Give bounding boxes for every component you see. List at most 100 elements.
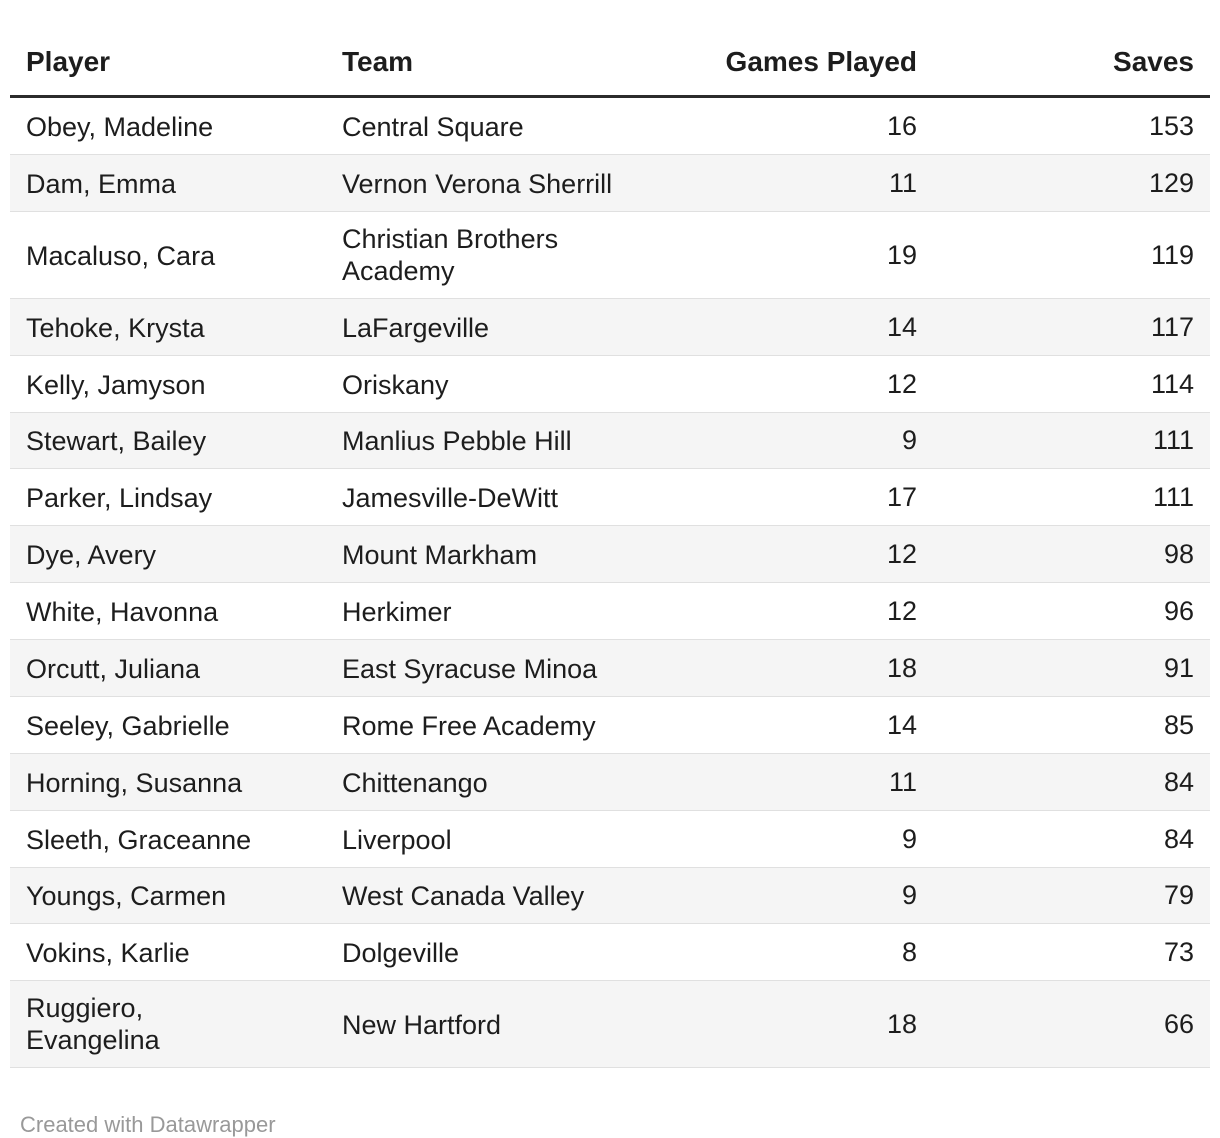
team-cell: Central Square <box>326 96 690 155</box>
team-cell: Herkimer <box>326 582 690 640</box>
player-cell-text: Dye, Avery <box>26 540 157 571</box>
team-cell: New Hartford <box>326 980 690 1069</box>
player-cell-text: Sleeth, Graceanne <box>26 824 252 855</box>
saves-cell: 98 <box>933 525 1210 584</box>
player-cell-text: Youngs, Carmen <box>26 881 227 912</box>
team-cell: Christian Brothers Academy <box>326 211 690 299</box>
team-cell: East Syracuse Minoa <box>326 639 690 697</box>
player-cell: White, Havonna <box>10 582 326 640</box>
table-row: Obey, Madeline Central Square 16 153 <box>10 96 1210 155</box>
games-played-cell: 12 <box>690 582 933 640</box>
player-cell: Tehoke, Krysta <box>10 298 326 356</box>
player-cell: Dye, Avery <box>10 525 326 584</box>
team-cell-text: Rome Free Academy <box>342 710 596 741</box>
saves-cell: 129 <box>933 154 1210 212</box>
player-cell-text: Dam, Emma <box>26 168 177 199</box>
saves-cell: 111 <box>933 412 1210 470</box>
team-cell-text: Dolgeville <box>342 938 460 969</box>
saves-cell: 119 <box>933 211 1210 299</box>
table-row: Youngs, Carmen West Canada Valley 9 79 <box>10 867 1210 925</box>
player-cell-text: Seeley, Gabrielle <box>26 710 230 741</box>
table-body: Obey, Madeline Central Square 16 153 Dam, Em… <box>10 96 1210 1069</box>
player-cell-text: Obey, Madeline <box>26 111 214 142</box>
player-cell-text: Orcutt, Juliana <box>26 653 201 684</box>
player-cell: Macaluso, Cara <box>10 211 326 299</box>
team-cell: Vernon Verona Sherrill <box>326 154 690 212</box>
saves-cell: 79 <box>933 867 1210 925</box>
team-cell: Oriskany <box>326 355 690 413</box>
games-played-cell: 11 <box>690 753 933 811</box>
saves-cell: 85 <box>933 696 1210 754</box>
saves-cell: 84 <box>933 810 1210 868</box>
table-row: Stewart, Bailey Manlius Pebble Hill 9 111 <box>10 412 1210 470</box>
team-cell: Jamesville-DeWitt <box>326 468 690 527</box>
table-row: Dye, Avery Mount Markham 12 98 <box>10 525 1210 584</box>
team-cell-text: Oriskany <box>342 369 449 400</box>
datawrapper-attribution-link[interactable]: Created with Datawrapper <box>20 1112 276 1138</box>
saves-cell: 153 <box>933 96 1210 155</box>
player-cell: Kelly, Jamyson <box>10 355 326 413</box>
games-played-cell: 9 <box>690 412 933 470</box>
team-cell-text: New Hartford <box>342 1010 502 1041</box>
games-played-cell: 14 <box>690 298 933 356</box>
saves-cell: 96 <box>933 582 1210 640</box>
table-row: Horning, Susanna Chittenango 11 84 <box>10 753 1210 811</box>
team-cell-text: Central Square <box>342 111 524 142</box>
team-cell-text: West Canada Valley <box>342 881 585 912</box>
games-played-cell: 18 <box>690 639 933 697</box>
games-played-cell: 8 <box>690 923 933 982</box>
table-row: Seeley, Gabrielle Rome Free Academy 14 85 <box>10 696 1210 754</box>
games-played-cell: 12 <box>690 525 933 584</box>
saves-cell: 66 <box>933 980 1210 1069</box>
player-cell: Parker, Lindsay <box>10 468 326 527</box>
player-cell: Orcutt, Juliana <box>10 639 326 697</box>
data-table-container: Player Team Games Played Saves Obey, Mad… <box>10 28 1210 1069</box>
team-cell: LaFargeville <box>326 298 690 356</box>
team-cell-text: Mount Markham <box>342 540 538 571</box>
saves-cell: 117 <box>933 298 1210 356</box>
team-cell: Manlius Pebble Hill <box>326 412 690 470</box>
team-cell-text: LaFargeville <box>342 312 490 343</box>
games-played-cell: 12 <box>690 355 933 413</box>
column-header-saves: Saves <box>933 28 1210 98</box>
team-cell-text: Christian Brothers Academy <box>342 223 559 286</box>
player-cell: Ruggiero, Evangelina <box>10 980 326 1069</box>
player-cell-text: Vokins, Karlie <box>26 938 190 969</box>
player-cell: Vokins, Karlie <box>10 923 326 982</box>
table-row: White, Havonna Herkimer 12 96 <box>10 582 1210 640</box>
saves-cell: 111 <box>933 468 1210 527</box>
column-header-player: Player <box>10 28 326 98</box>
saves-cell: 114 <box>933 355 1210 413</box>
table-row: Macaluso, Cara Christian Brothers Academy… <box>10 211 1210 299</box>
games-played-cell: 18 <box>690 980 933 1069</box>
team-cell: Mount Markham <box>326 525 690 584</box>
team-cell: Dolgeville <box>326 923 690 982</box>
team-cell-text: Herkimer <box>342 597 452 627</box>
team-cell: Liverpool <box>326 810 690 868</box>
team-cell-text: Manlius Pebble Hill <box>342 426 572 457</box>
team-cell-text: Jamesville-DeWitt <box>342 483 559 514</box>
player-cell: Sleeth, Graceanne <box>10 810 326 868</box>
table-row: Orcutt, Juliana East Syracuse Minoa 18 91 <box>10 639 1210 697</box>
player-cell-text: Macaluso, Cara <box>26 240 216 271</box>
player-cell-text: Kelly, Jamyson <box>26 369 206 400</box>
player-cell: Obey, Madeline <box>10 96 326 155</box>
footer: Created with Datawrapper <box>0 1068 1220 1138</box>
table-row: Parker, Lindsay Jamesville-DeWitt 17 111 <box>10 468 1210 527</box>
player-cell-text: Parker, Lindsay <box>26 483 213 514</box>
games-played-cell: 9 <box>690 867 933 925</box>
column-header-team: Team <box>326 28 690 98</box>
player-cell: Seeley, Gabrielle <box>10 696 326 754</box>
saves-cell: 91 <box>933 639 1210 697</box>
team-cell: Chittenango <box>326 753 690 811</box>
header-row: Player Team Games Played Saves <box>10 28 1210 98</box>
player-cell: Youngs, Carmen <box>10 867 326 925</box>
games-played-cell: 19 <box>690 211 933 299</box>
saves-cell: 84 <box>933 753 1210 811</box>
games-played-cell: 11 <box>690 154 933 212</box>
games-played-cell: 16 <box>690 96 933 155</box>
games-played-cell: 17 <box>690 468 933 527</box>
team-cell-text: Chittenango <box>342 767 488 798</box>
team-cell: Rome Free Academy <box>326 696 690 754</box>
player-cell: Stewart, Bailey <box>10 412 326 470</box>
